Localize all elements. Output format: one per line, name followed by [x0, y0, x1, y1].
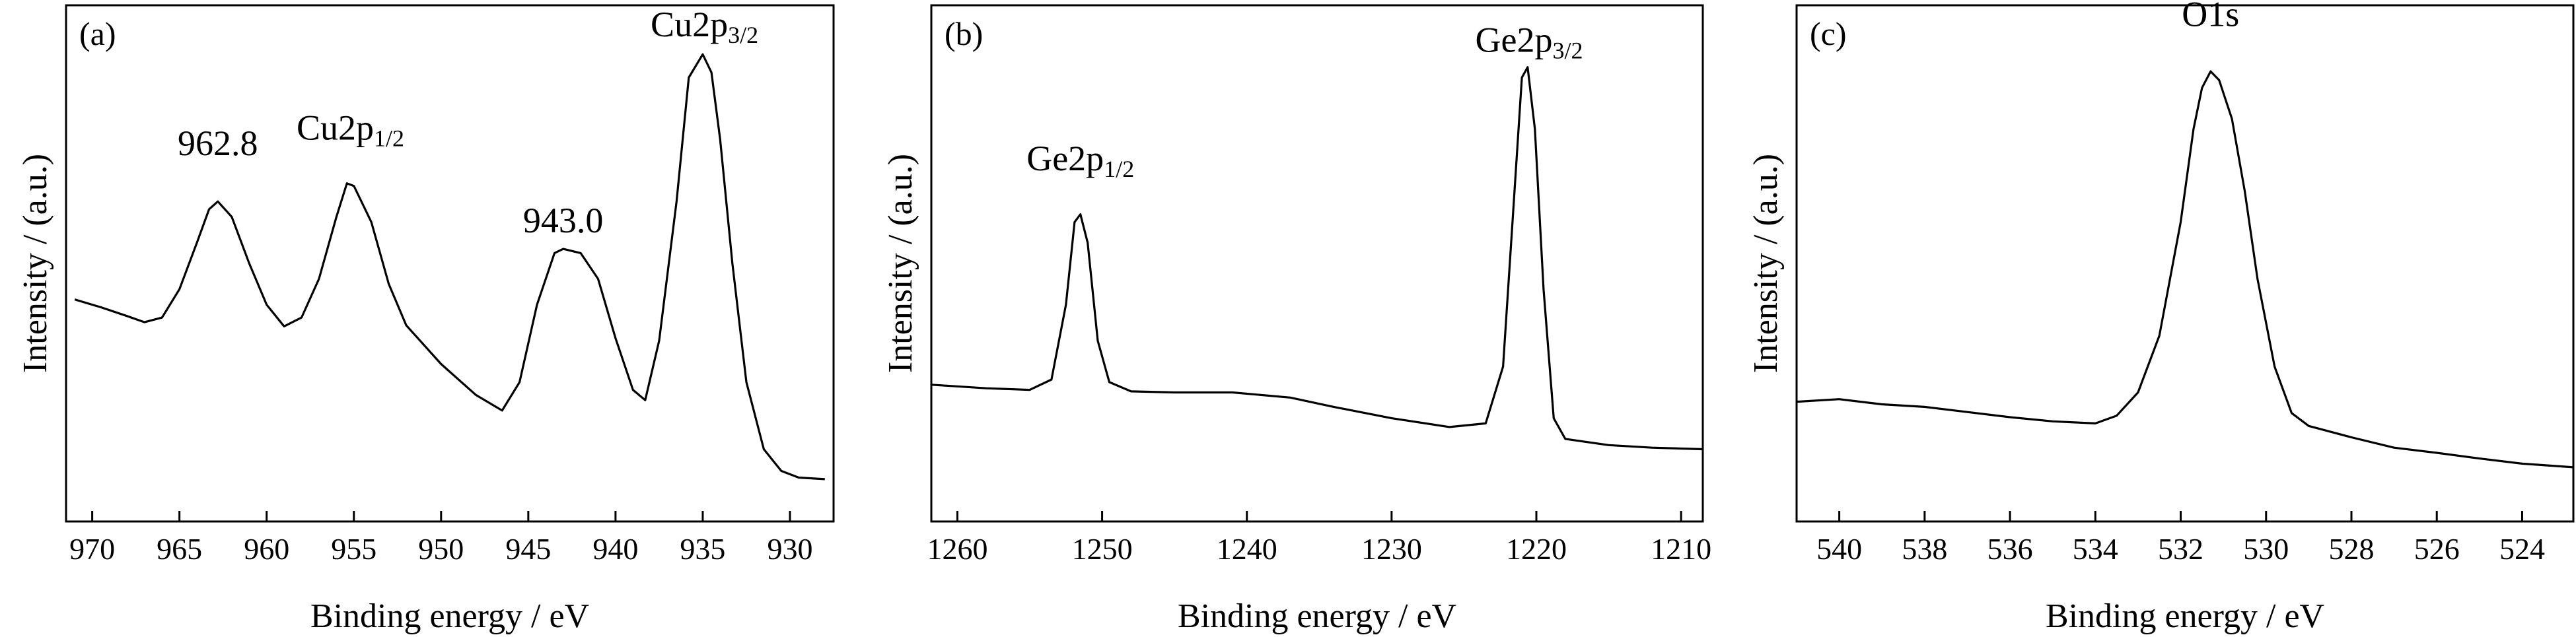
x-tick-label: 955: [331, 532, 376, 566]
plot-frame: [930, 4, 1704, 523]
x-tick-label: 524: [2499, 532, 2545, 566]
plot-frame: [1795, 4, 2575, 523]
spectrum-line: [74, 53, 825, 481]
panel-label: (c): [1810, 15, 1847, 52]
peak-annotation: O1s: [2182, 0, 2239, 34]
panel-label: (b): [945, 15, 983, 52]
peak-annotation: Ge2p1/2: [1026, 139, 1134, 182]
x-tick-label: 960: [244, 532, 289, 566]
plot-frame: [65, 4, 835, 523]
x-tick-label: 536: [1987, 532, 2033, 566]
y-axis-label: Intensity / (a.u.): [1747, 154, 1785, 373]
x-tick-label: 526: [2414, 532, 2460, 566]
x-tick-label: 970: [69, 532, 115, 566]
x-axis-label: Binding energy / eV: [1178, 597, 1456, 635]
peak-annotation: Cu2p1/2: [297, 108, 404, 151]
spectrum-line: [931, 66, 1703, 451]
x-tick-label: 538: [1902, 532, 1947, 566]
peak-annotation: Cu2p3/2: [651, 5, 758, 48]
x-tick-label: 534: [2073, 532, 2118, 566]
x-tick-label: 532: [2158, 532, 2203, 566]
x-tick-label: 1240: [1217, 532, 1277, 566]
panel-label: (a): [79, 15, 116, 52]
x-tick-label: 940: [592, 532, 638, 566]
y-axis-label: Intensity / (a.u.): [17, 154, 54, 373]
spectrum-line: [1796, 70, 2574, 469]
panel-a: 970 965 960 955 950 945 940 935 930 Binding energ…: [17, 4, 835, 635]
x-tick-label: 965: [157, 532, 202, 566]
x-tick-label: 930: [767, 532, 812, 566]
x-axis-label: Binding energy / eV: [2046, 597, 2324, 635]
x-tick-label: 1250: [1072, 532, 1133, 566]
x-tick-label: 1260: [927, 532, 987, 566]
peak-annotation: 962.8: [178, 123, 258, 163]
panel-b: 1260 1250 1240 1230 1220 1210 Binding energy /…: [882, 4, 1711, 635]
peak-annotation: Ge2p3/2: [1476, 20, 1583, 63]
x-tick-label: 935: [680, 532, 725, 566]
x-tick-label: 540: [1816, 532, 1862, 566]
x-tick-label: 530: [2243, 532, 2289, 566]
y-axis-label: Intensity / (a.u.): [882, 154, 919, 373]
panel-c: 540 538 536 534 532 530 528 526 524 Binding energ…: [1747, 0, 2575, 635]
x-tick-label: 1220: [1506, 532, 1567, 566]
x-axis-label: Binding energy / eV: [310, 597, 589, 635]
x-tick-label: 950: [418, 532, 464, 566]
x-tick-label: 945: [505, 532, 551, 566]
x-tick-label: 1230: [1361, 532, 1422, 566]
peak-annotation: 943.0: [523, 201, 604, 240]
x-tick-label: 1210: [1651, 532, 1711, 566]
x-tick-label: 528: [2329, 532, 2375, 566]
